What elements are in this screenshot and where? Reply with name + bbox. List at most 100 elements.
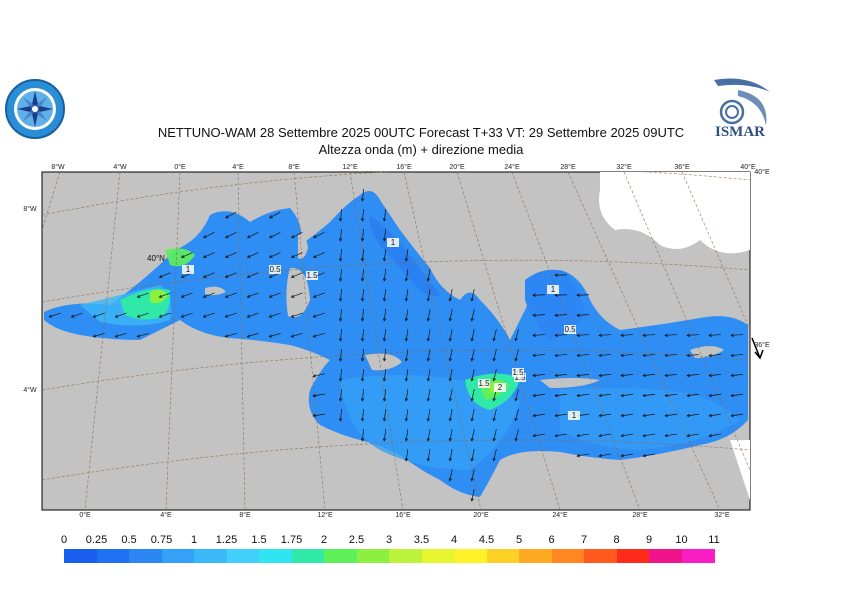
wave-direction-arrow [532,373,546,378]
wave-direction-arrow [382,249,387,262]
wave-direction-arrow [426,449,431,462]
wave-direction-arrow [448,289,453,302]
wave-direction-arrow [382,289,387,302]
legend-label: 6 [548,534,555,546]
wave-direction-arrow [268,312,281,318]
wave-direction-arrow [338,408,343,422]
wave-zone [150,289,168,304]
legend-swatch [356,549,390,563]
wave-direction-arrow [470,409,475,422]
wave-direction-arrow [426,389,431,402]
wave-direction-arrow [246,232,259,239]
wave-direction-arrow [514,409,519,422]
wave-direction-arrow [730,413,743,418]
wave-direction-arrow [158,292,171,298]
top-tick-label: 16°E [396,163,412,171]
wave-direction-arrow [224,312,237,318]
legend-swatch [291,549,325,563]
wave-direction-arrow [202,312,215,318]
wave-direction-arrow [554,373,568,378]
top-tick-label: 4°W [113,163,127,171]
wave-direction-arrow [426,309,431,322]
legend-label: 2.5 [348,534,365,546]
wave-direction-arrow [426,269,431,282]
wave-direction-arrow [426,289,431,302]
bottom-tick-label: 32°E [714,511,730,519]
wave-direction-arrow [338,368,343,382]
wave-direction-arrow [246,312,259,318]
wave-direction-arrow [492,349,497,362]
wave-direction-arrow [338,248,343,262]
wave-direction-arrow [470,449,475,462]
wave-direction-arrow [338,288,343,302]
wave-direction-arrow [224,252,237,259]
wave-direction-arrow [620,353,634,358]
legend-label: 9 [645,534,653,546]
top-tick-label: 4°E [232,163,244,171]
wave-direction-arrow [404,249,409,262]
wave-direction-arrow [268,332,281,338]
bottom-tick-label: 8°E [239,511,251,519]
wave-direction-arrow [290,272,303,278]
wave-direction-arrow [382,349,387,362]
wave-direction-arrow [554,293,568,297]
wave-direction-arrow [404,289,409,302]
legend-label: 1.25 [215,534,238,546]
legend-swatch [259,549,292,563]
legend-swatch [161,549,195,563]
wave-direction-arrow [686,373,700,378]
wave-direction-arrow [554,273,568,277]
wave-direction-arrow [514,349,519,362]
wave-direction-arrow [312,232,325,239]
wave-direction-arrow [642,373,656,378]
wave-direction-arrow [224,272,237,278]
wave-direction-arrow [202,292,215,298]
legend-label: 4.5 [478,534,495,546]
wave-direction-arrow [642,413,655,418]
wave-direction-arrow [360,368,365,382]
wave-direction-arrow [664,433,677,438]
top-tick-label: 12°E [342,163,358,171]
wave-direction-arrow [290,292,303,298]
wave-direction-arrow [426,349,431,362]
wave-direction-arrow [492,409,497,422]
wave-direction-arrow [492,329,497,342]
legend-swatch [616,549,650,563]
wave-direction-arrow [448,429,453,442]
wave-direction-arrow [360,228,365,242]
wave-direction-arrow [360,248,365,262]
wave-direction-arrow [360,188,365,202]
wave-direction-arrow [532,293,546,297]
legend-label: 0.25 [85,534,108,546]
wave-direction-arrow [514,429,519,442]
wave-direction-arrow [708,353,722,358]
contour-label: 1.5 [512,368,524,377]
top-tick-label: 36°E [674,163,690,171]
wave-direction-arrow [426,369,431,382]
legend-swatch [519,549,552,563]
wave-direction-arrow [114,312,127,318]
wave-direction-arrow [642,453,655,458]
chart-subtitle: Altezza onda (m) + direzione media [318,142,524,157]
wave-direction-arrow [686,413,699,418]
wave-direction-arrow [382,209,387,222]
wave-direction-arrow [470,369,475,382]
wave-direction-arrow [360,348,365,362]
wave-direction-arrow [448,369,453,382]
legend-swatch [421,549,455,563]
top-tick-label: 0°E [174,163,186,171]
legend-label: 5 [515,534,523,546]
wave-direction-arrow [180,292,193,298]
island-balearic [205,286,226,296]
wave-direction-arrow [554,393,567,398]
sea-area [525,269,585,340]
wave-direction-arrow [708,433,721,438]
wave-direction-arrow [448,309,453,322]
wave-direction-arrow [532,313,546,317]
wave-direction-arrow [224,232,237,239]
wave-direction-arrow [312,312,325,318]
wave-direction-arrow [312,332,325,338]
wave-direction-arrow [338,308,343,322]
wave-direction-arrow [470,309,475,322]
